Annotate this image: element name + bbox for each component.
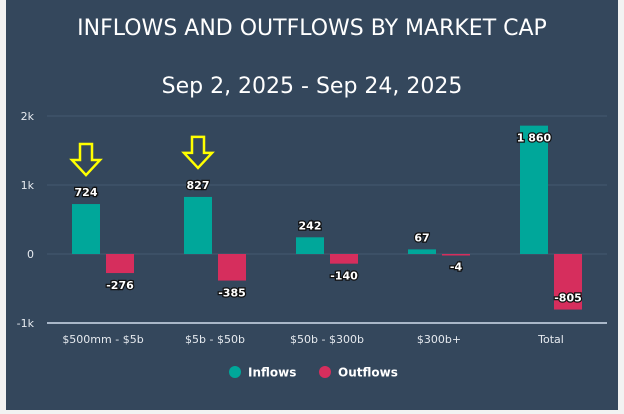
chart-subtitle: Sep 2, 2025 - Sep 24, 2025 [162, 74, 463, 99]
bar-chart: INFLOWS AND OUTFLOWS BY MARKET CAP Sep 2… [17, 16, 607, 380]
data-label: -140 [330, 270, 358, 283]
legend-marker [229, 366, 241, 378]
legend-marker [319, 366, 331, 378]
legend-item-outflows[interactable]: Outflows [319, 366, 398, 380]
x-tick-label: $500mm - $5b [62, 333, 143, 346]
data-label: -276 [106, 279, 134, 292]
y-tick-label: 2k [21, 110, 35, 123]
bar-inflows[interactable] [408, 249, 436, 254]
bar-inflows[interactable] [72, 204, 100, 254]
data-label: -385 [218, 287, 246, 300]
legend-label: Inflows [248, 366, 296, 380]
bar-outflows[interactable] [330, 254, 358, 264]
y-tick-label: 1k [21, 179, 35, 192]
data-label: 724 [75, 186, 98, 199]
data-label: 1 860 [517, 132, 552, 145]
data-label: 242 [299, 219, 322, 232]
bar-inflows[interactable] [520, 125, 548, 254]
legend-label: Outflows [338, 366, 398, 380]
data-label: 827 [187, 179, 210, 192]
x-tick-label: $5b - $50b [185, 333, 245, 346]
bar-outflows[interactable] [442, 254, 470, 256]
bar-outflows[interactable] [106, 254, 134, 274]
data-label: 67 [414, 231, 429, 244]
legend-item-inflows[interactable]: Inflows [229, 366, 296, 380]
data-label: -4 [450, 260, 463, 273]
y-tick-label: -1k [17, 317, 35, 330]
bar-inflows[interactable] [184, 196, 212, 254]
bar-outflows[interactable] [554, 254, 582, 310]
chart-panel: INFLOWS AND OUTFLOWS BY MARKET CAP Sep 2… [6, 0, 618, 410]
arrow-down-icon [69, 142, 103, 177]
arrow-down-icon [181, 135, 215, 170]
y-tick-label: 0 [27, 248, 34, 261]
data-label: -805 [554, 292, 582, 305]
bar-inflows[interactable] [296, 237, 324, 254]
x-tick-label: Total [537, 333, 564, 346]
bar-outflows[interactable] [218, 254, 246, 281]
x-tick-label: $50b - $300b [290, 333, 364, 346]
chart-title: INFLOWS AND OUTFLOWS BY MARKET CAP [77, 16, 547, 41]
x-tick-label: $300b+ [417, 333, 461, 346]
